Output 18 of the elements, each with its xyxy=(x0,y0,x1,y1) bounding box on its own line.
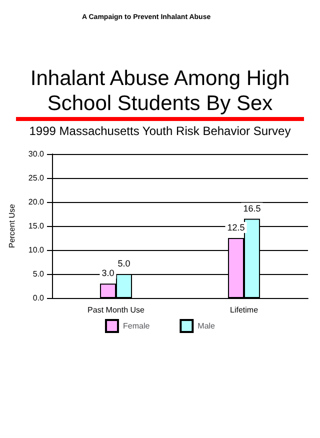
y-tick-label: 25.0 xyxy=(28,174,45,182)
chart-subtitle: 1999 Massachusetts Youth Risk Behavior Survey xyxy=(28,124,292,138)
data-label: 16.5 xyxy=(243,203,261,214)
legend-label: Female xyxy=(122,322,150,330)
y-tick-label: 15.0 xyxy=(28,222,45,230)
x-tick-label: Past Month Use xyxy=(88,306,146,314)
y-tick-label: 5.0 xyxy=(32,270,45,278)
y-tick-label: 30.0 xyxy=(28,150,45,158)
chart-title: Inhalant Abuse Among High School Students By Sex xyxy=(29,66,291,116)
x-tick-label: Lifetime xyxy=(230,306,259,314)
data-label: 3.0 xyxy=(102,268,114,278)
y-tick-label: 0.0 xyxy=(32,294,45,302)
y-tick-label: 10.0 xyxy=(28,246,45,254)
y-tick-label: 20.0 xyxy=(28,198,45,206)
data-label: 5.0 xyxy=(118,258,130,268)
y-axis-title: Percent Use xyxy=(8,203,16,248)
legend-label: Male xyxy=(198,322,216,330)
data-label: 12.5 xyxy=(227,222,245,232)
